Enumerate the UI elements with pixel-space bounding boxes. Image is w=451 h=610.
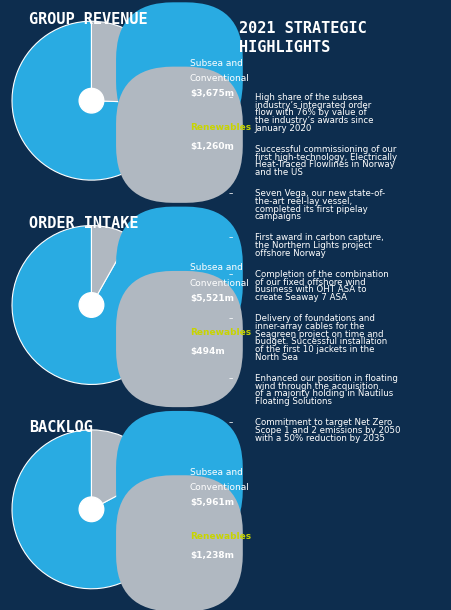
Text: BACKLOG: BACKLOG xyxy=(29,420,93,436)
Wedge shape xyxy=(91,430,161,509)
Text: of a majority holding in Nautilus: of a majority holding in Nautilus xyxy=(254,389,392,398)
Text: –: – xyxy=(228,189,232,198)
Text: $5,521m: $5,521m xyxy=(189,293,233,303)
Text: budget. Successful installation: budget. Successful installation xyxy=(254,337,386,346)
Text: Commitment to target Net Zero: Commitment to target Net Zero xyxy=(254,418,391,427)
Text: Conventional: Conventional xyxy=(189,74,249,83)
Text: Subsea and: Subsea and xyxy=(189,59,242,68)
Text: and the US: and the US xyxy=(254,168,302,177)
Text: flow with 76% by value of: flow with 76% by value of xyxy=(254,109,365,117)
Text: Heat-Traced Flowlines in Norway: Heat-Traced Flowlines in Norway xyxy=(254,160,393,170)
Circle shape xyxy=(79,293,104,317)
Text: first high-technology, Electrically: first high-technology, Electrically xyxy=(254,152,396,162)
Text: –: – xyxy=(228,145,232,154)
Text: with a 50% reduction by 2035: with a 50% reduction by 2035 xyxy=(254,434,384,442)
Text: campaigns: campaigns xyxy=(254,212,301,221)
Text: Conventional: Conventional xyxy=(189,279,249,287)
Text: Subsea and: Subsea and xyxy=(189,468,242,476)
Text: of the first 10 jackets in the: of the first 10 jackets in the xyxy=(254,345,373,354)
Text: Enhanced our position in floating: Enhanced our position in floating xyxy=(254,374,396,382)
Text: Successful commissioning of our: Successful commissioning of our xyxy=(254,145,395,154)
Text: –: – xyxy=(228,233,232,242)
Text: ORDER INTAKE: ORDER INTAKE xyxy=(29,216,138,231)
FancyBboxPatch shape xyxy=(116,411,242,547)
Text: offshore Norway: offshore Norway xyxy=(254,249,325,258)
Text: High share of the subsea: High share of the subsea xyxy=(254,93,362,102)
Text: –: – xyxy=(228,270,232,279)
Text: Subsea and: Subsea and xyxy=(189,264,242,273)
Text: 2021 STRATEGIC
HIGHLIGHTS: 2021 STRATEGIC HIGHLIGHTS xyxy=(239,21,366,55)
Text: January 2020: January 2020 xyxy=(254,124,311,133)
Circle shape xyxy=(79,497,104,522)
Text: –: – xyxy=(228,418,232,427)
Text: –: – xyxy=(228,93,232,102)
Text: $494m: $494m xyxy=(189,346,224,356)
Text: the-art reel-lay vessel,: the-art reel-lay vessel, xyxy=(254,197,351,206)
Text: $1,238m: $1,238m xyxy=(189,551,233,560)
Text: Delivery of foundations and: Delivery of foundations and xyxy=(254,314,373,323)
Circle shape xyxy=(79,88,104,113)
FancyBboxPatch shape xyxy=(116,2,242,138)
Text: GROUP REVENUE: GROUP REVENUE xyxy=(29,12,147,27)
Text: Seven Vega, our new state-of-: Seven Vega, our new state-of- xyxy=(254,189,384,198)
Text: create Seaway 7 ASA: create Seaway 7 ASA xyxy=(254,293,346,302)
Text: wind through the acquisition: wind through the acquisition xyxy=(254,381,377,390)
FancyBboxPatch shape xyxy=(116,475,242,610)
Text: North Sea: North Sea xyxy=(254,353,297,362)
Text: Renewables: Renewables xyxy=(189,123,250,132)
Text: Completion of the combination: Completion of the combination xyxy=(254,270,387,279)
Text: the industry’s awards since: the industry’s awards since xyxy=(254,116,372,125)
Text: Renewables: Renewables xyxy=(189,328,250,337)
Text: $5,961m: $5,961m xyxy=(189,498,234,507)
Wedge shape xyxy=(91,21,170,103)
Text: industry’s integrated order: industry’s integrated order xyxy=(254,101,370,110)
Text: the Northern Lights project: the Northern Lights project xyxy=(254,241,370,250)
Text: $1,260m: $1,260m xyxy=(189,142,233,151)
FancyBboxPatch shape xyxy=(116,271,242,407)
Text: of our fixed offshore wind: of our fixed offshore wind xyxy=(254,278,364,287)
Text: Seagreen project on time and: Seagreen project on time and xyxy=(254,329,382,339)
Wedge shape xyxy=(12,226,170,384)
Text: Floating Solutions: Floating Solutions xyxy=(254,397,331,406)
Wedge shape xyxy=(12,21,170,180)
Text: Renewables: Renewables xyxy=(189,532,250,541)
Text: business with OHT ASA to: business with OHT ASA to xyxy=(254,285,365,294)
Text: completed its first pipelay: completed its first pipelay xyxy=(254,204,367,214)
Text: –: – xyxy=(228,314,232,323)
Text: Conventional: Conventional xyxy=(189,483,249,492)
Text: inner-array cables for the: inner-array cables for the xyxy=(254,321,363,331)
Text: $3,675m: $3,675m xyxy=(189,89,234,98)
Text: Scope 1 and 2 emissions by 2050: Scope 1 and 2 emissions by 2050 xyxy=(254,426,399,435)
FancyBboxPatch shape xyxy=(116,207,242,343)
Wedge shape xyxy=(12,430,170,589)
Wedge shape xyxy=(91,226,130,305)
FancyBboxPatch shape xyxy=(116,66,242,203)
Text: –: – xyxy=(228,374,232,382)
Text: First award in carbon capture,: First award in carbon capture, xyxy=(254,233,382,242)
